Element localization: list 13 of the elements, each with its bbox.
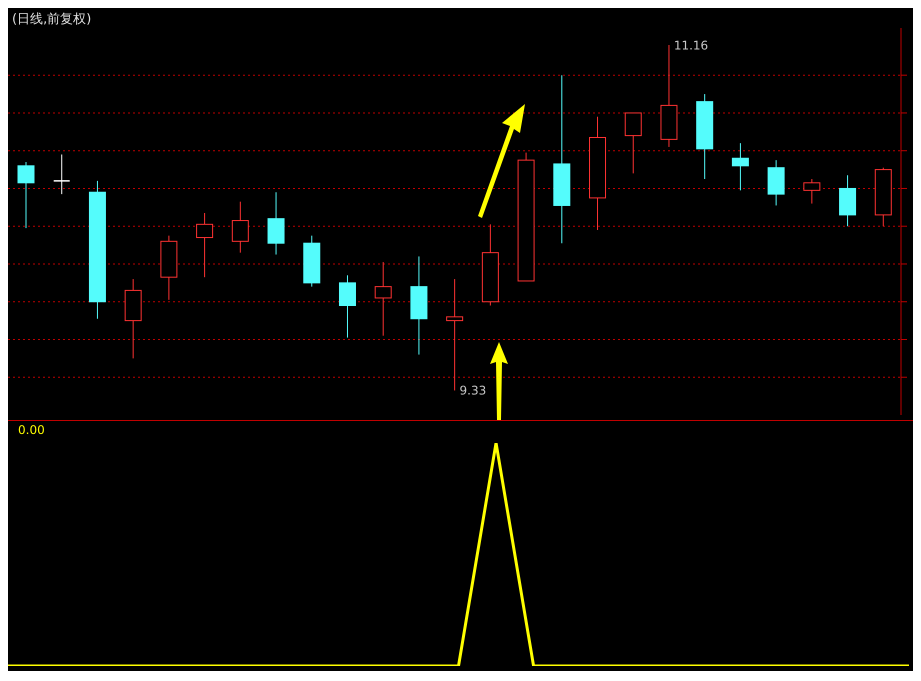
annotation: 9.33 <box>460 384 486 398</box>
candlestick <box>18 162 34 229</box>
candlestick <box>338 274 356 338</box>
text: 0.00 <box>18 423 45 437</box>
candlestick <box>52 154 70 195</box>
candlestick <box>803 178 820 204</box>
candlestick <box>374 262 392 336</box>
candlestick <box>624 112 642 174</box>
candlestick <box>732 142 749 191</box>
candlestick <box>196 212 214 278</box>
chart-title: (日线,前复权) <box>12 11 92 28</box>
candlestick <box>232 201 249 254</box>
annotation: 11.16 <box>674 38 708 52</box>
